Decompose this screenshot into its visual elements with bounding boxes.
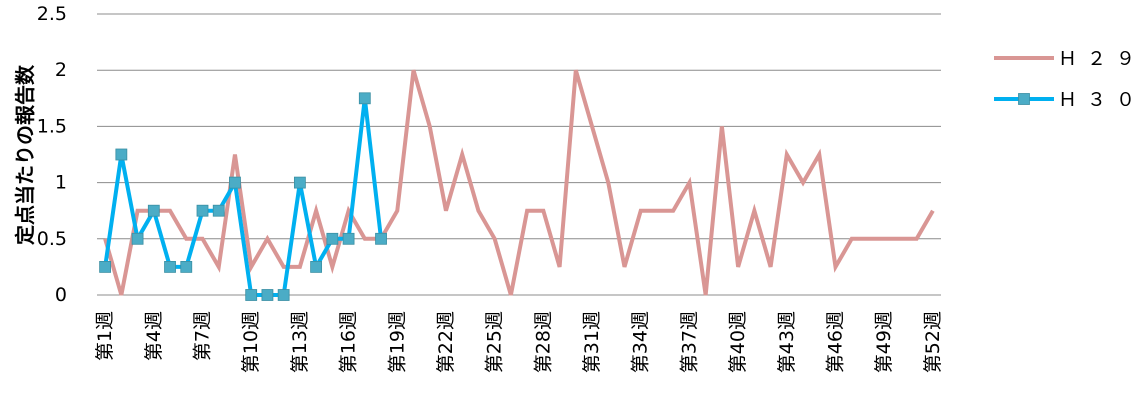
data-point bbox=[131, 232, 144, 245]
x-tick-label: 第1週 bbox=[94, 311, 116, 361]
x-axis-ticks: 第1週 第4週 第7週 第10週 第13週 第16週 第19週 第22週 第25週 第28週 第31… bbox=[94, 311, 944, 373]
x-tick-label: 第28週 bbox=[532, 311, 554, 373]
x-tick-label: 第31週 bbox=[581, 311, 603, 373]
legend-marker bbox=[1018, 93, 1030, 105]
data-point bbox=[310, 260, 323, 273]
x-tick-label: 第13週 bbox=[289, 311, 311, 373]
data-point bbox=[180, 260, 193, 273]
x-tick-label: 第22週 bbox=[435, 311, 457, 373]
y-axis-ticks: 0 0.5 1 1.5 2 2.5 bbox=[37, 3, 67, 306]
data-point bbox=[229, 176, 241, 189]
x-tick-label: 第19週 bbox=[386, 311, 408, 373]
data-point bbox=[147, 204, 160, 217]
data-point bbox=[293, 176, 306, 189]
y-tick-label: 0 bbox=[55, 284, 67, 306]
x-tick-label: 第40週 bbox=[727, 311, 749, 373]
data-point bbox=[326, 232, 339, 245]
x-tick-label: 第46週 bbox=[825, 311, 847, 373]
y-tick-label: 2 bbox=[55, 59, 67, 81]
series-line-1 bbox=[103, 69, 935, 296]
y-tick-label: 1 bbox=[55, 172, 67, 194]
x-tick-label: 第25週 bbox=[484, 311, 506, 373]
legend-label: Ｈ２９ bbox=[1058, 48, 1131, 70]
legend: Ｈ２９ Ｈ３０ bbox=[994, 48, 1131, 111]
series-line-2 bbox=[103, 98, 384, 297]
y-axis-label: 定点当たりの報告数 bbox=[13, 64, 37, 245]
data-point bbox=[196, 204, 209, 217]
data-point bbox=[164, 260, 176, 273]
data-point bbox=[99, 260, 112, 273]
data-point bbox=[375, 232, 387, 245]
data-point bbox=[245, 289, 258, 301]
y-tick-label: 0.5 bbox=[37, 228, 67, 250]
y-tick-label: 2.5 bbox=[37, 3, 67, 25]
data-point bbox=[277, 289, 290, 301]
x-tick-label: 第37週 bbox=[678, 311, 700, 373]
x-tick-label: 第16週 bbox=[338, 311, 360, 373]
x-tick-label: 第4週 bbox=[143, 311, 165, 361]
data-point bbox=[212, 204, 225, 217]
x-tick-label: 第49週 bbox=[873, 311, 895, 373]
data-point bbox=[261, 289, 274, 301]
x-tick-label: 第52週 bbox=[922, 311, 944, 373]
legend-label: Ｈ３０ bbox=[1058, 89, 1131, 111]
series-group bbox=[99, 69, 935, 301]
data-point bbox=[115, 148, 128, 161]
x-tick-label: 第43週 bbox=[776, 311, 798, 373]
data-point bbox=[358, 92, 371, 105]
y-tick-label: 1.5 bbox=[37, 115, 67, 137]
x-tick-label: 第7週 bbox=[192, 311, 214, 361]
x-tick-label: 第10週 bbox=[240, 311, 262, 373]
x-tick-label: 第34週 bbox=[630, 311, 652, 373]
data-point bbox=[342, 232, 355, 245]
